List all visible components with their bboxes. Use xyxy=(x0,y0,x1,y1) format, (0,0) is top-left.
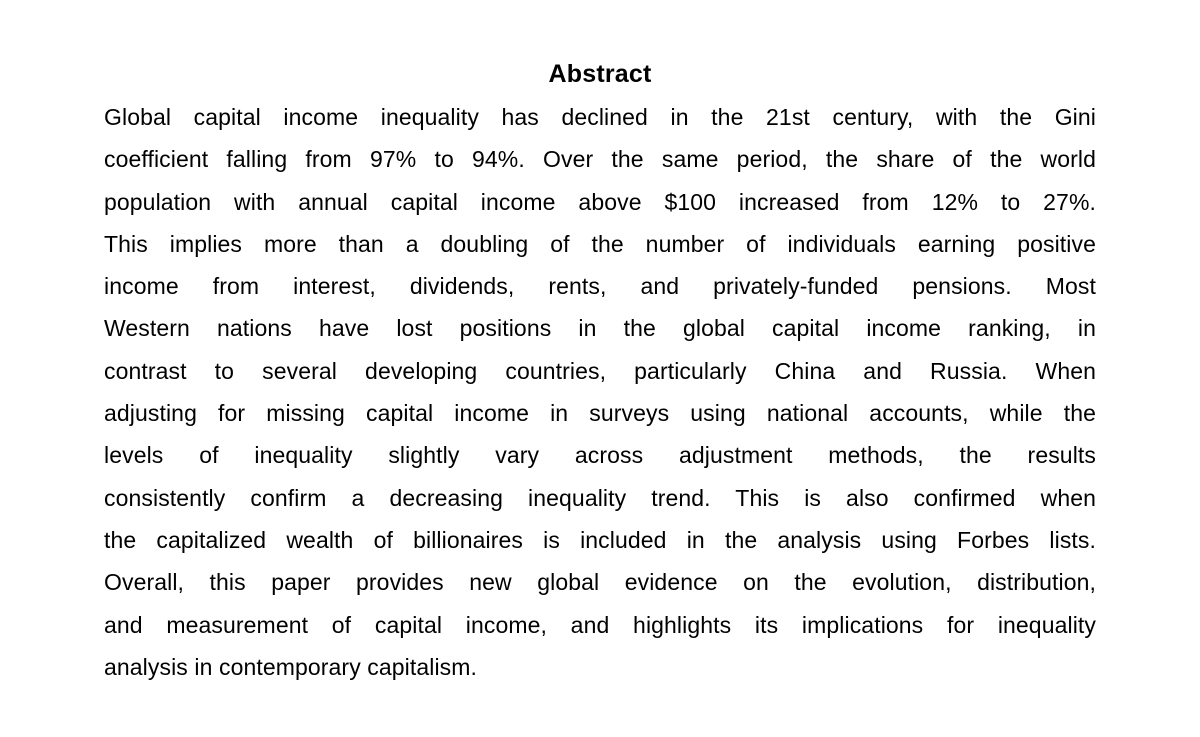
abstract-line: This implies more than a doubling of the… xyxy=(104,230,1096,257)
abstract-section: Abstract Global capital income inequalit… xyxy=(104,52,1096,688)
abstract-line: income from interest, dividends, rents, … xyxy=(104,273,1096,300)
abstract-line: contrast to several developing countries… xyxy=(104,357,1096,384)
abstract-line: coefficient falling from 97% to 94%. Ove… xyxy=(104,146,1096,173)
abstract-line: analysis in contemporary capitalism. xyxy=(104,653,478,680)
abstract-line: and measurement of capital income, and h… xyxy=(104,611,1096,638)
abstract-line: consistently confirm a decreasing inequa… xyxy=(104,484,1096,511)
abstract-line: Global capital income inequality has dec… xyxy=(104,104,1096,130)
abstract-line: Western nations have lost positions in t… xyxy=(104,315,1096,342)
abstract-line: adjusting for missing capital income in … xyxy=(104,400,1096,427)
abstract-line: the capitalized wealth of billionaires i… xyxy=(104,526,1096,553)
abstract-title: Abstract xyxy=(548,60,652,88)
abstract-line: levels of inequality slightly vary acros… xyxy=(104,442,1096,469)
abstract-line: population with annual capital income ab… xyxy=(104,188,1096,215)
abstract-line: Overall, this paper provides new global … xyxy=(104,569,1096,596)
